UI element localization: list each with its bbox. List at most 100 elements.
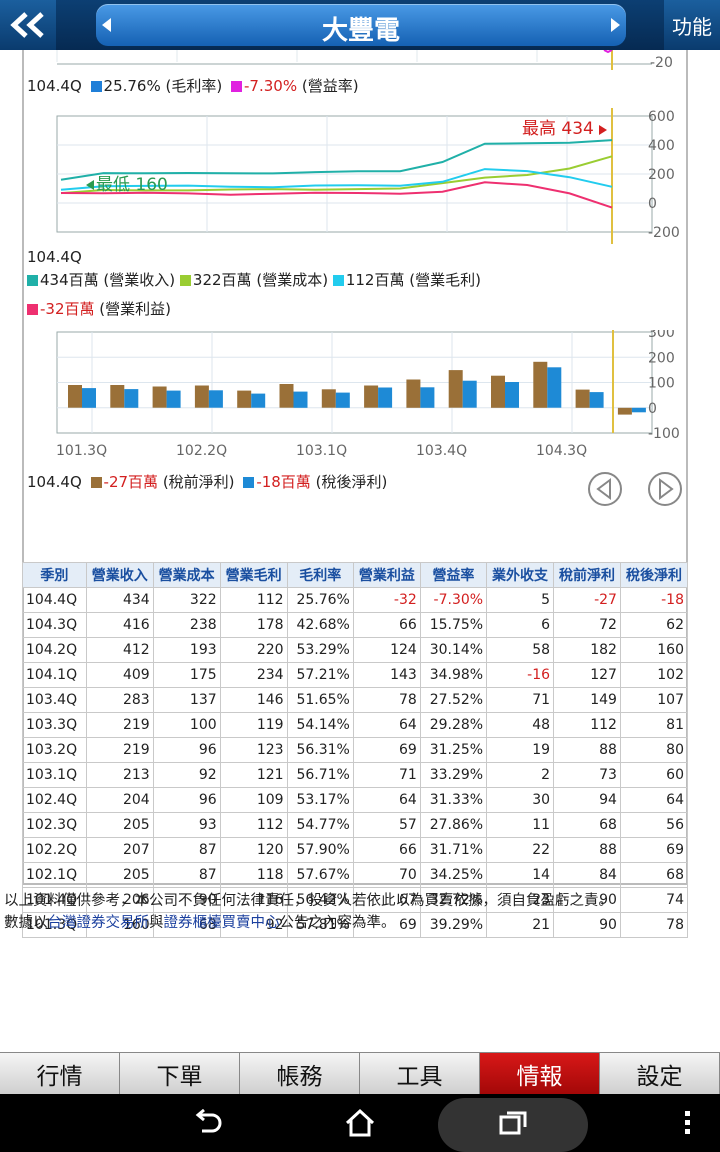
table-cell: 72 <box>553 612 621 638</box>
tab-4[interactable]: 情報 <box>480 1052 600 1094</box>
chart3-y-tick: 100 <box>648 376 675 392</box>
table-cell: 102.3Q <box>22 812 87 838</box>
table-cell: 66 <box>352 612 421 638</box>
pretax-label: (稅前淨利) <box>162 473 235 491</box>
table-cell: 60 <box>619 762 689 788</box>
tpex-link[interactable]: 證券櫃檯買賣中心 <box>163 915 280 931</box>
column-header[interactable]: 毛利率 <box>286 562 354 588</box>
table-cell: 69 <box>619 837 689 863</box>
table-cell: 66 <box>352 837 421 863</box>
column-header[interactable]: 營業收入 <box>85 562 154 588</box>
column-header[interactable]: 營益率 <box>419 562 488 588</box>
table-cell: 88 <box>553 737 621 763</box>
tab-0[interactable]: 行情 <box>0 1052 120 1094</box>
table-cell: 58 <box>486 637 555 663</box>
table-cell: 31.25% <box>419 737 488 763</box>
column-header[interactable]: 營業毛利 <box>219 562 288 588</box>
table-cell: 2 <box>486 762 555 788</box>
table-cell: 103.1Q <box>22 762 87 788</box>
table-row[interactable]: 104.1Q 409 175 234 57.21% 143 34.98% -16 127 102 <box>22 662 689 688</box>
chart3-legend: 104.4Q -27百萬 (稅前淨利) -18百萬 (稅後淨利) <box>27 471 387 492</box>
prev-page-button[interactable] <box>587 471 623 507</box>
function-button[interactable]: 功能 <box>664 0 720 50</box>
table-row[interactable]: 103.3Q 219 100 119 54.14% 64 29.28% 48 112 81 <box>22 712 689 738</box>
op-margin-label: (營益率) <box>301 77 359 95</box>
back-button[interactable] <box>0 0 56 50</box>
chart2-y-tick: 200 <box>648 167 675 183</box>
disclaimer-mid: 與 <box>149 915 164 931</box>
twse-link[interactable]: 台灣證券交易所 <box>47 915 150 931</box>
table-cell: 6 <box>486 612 555 638</box>
table-cell: 69 <box>352 737 421 763</box>
tab-5[interactable]: 設定 <box>600 1052 720 1094</box>
opinc-swatch <box>27 304 38 315</box>
table-cell: 81 <box>619 712 689 738</box>
column-header[interactable]: 營業成本 <box>152 562 221 588</box>
table-row[interactable]: 103.2Q 219 96 123 56.31% 69 31.25% 19 88 80 <box>22 737 689 763</box>
table-cell: 56.31% <box>286 737 354 763</box>
table-row[interactable]: 103.4Q 283 137 146 51.65% 78 27.52% 71 149 107 <box>22 687 689 713</box>
tab-1[interactable]: 下單 <box>120 1052 240 1094</box>
revenue-label: (營業收入) <box>103 271 176 289</box>
table-row[interactable]: 101.3Q 160 68 92 57.81% 69 39.29% 21 90 78 <box>22 912 689 938</box>
disclaimer: 以上資料僅供參考，本公司不負任何法律責任，投資人若依此以為買賣依據，須自負盈虧之… <box>4 890 718 934</box>
bar-aftertax <box>293 391 308 408</box>
table-row[interactable]: 101.4Q 206 90 116 56.42% 67 32.72% 23 90 74 <box>22 887 689 913</box>
table-row[interactable]: 102.3Q 205 93 112 54.77% 57 27.86% 11 68 56 <box>22 812 689 838</box>
nav-recent-button[interactable] <box>485 1094 541 1152</box>
table-cell: 19 <box>486 737 555 763</box>
next-page-button[interactable] <box>647 471 683 507</box>
aftertax-label: (稅後淨利) <box>315 473 388 491</box>
table-row[interactable]: 104.3Q 416 238 178 42.68% 66 15.75% 6 72 62 <box>22 612 689 638</box>
nav-back-button[interactable] <box>180 1094 236 1152</box>
column-header[interactable]: 稅前淨利 <box>553 562 621 588</box>
column-header[interactable]: 業外收支 <box>486 562 555 588</box>
table-cell: 80 <box>619 737 689 763</box>
bar-pretax <box>533 361 548 408</box>
bar-pretax <box>152 386 167 408</box>
table-cell: 57 <box>352 812 421 838</box>
table-row[interactable]: 102.4Q 204 96 109 53.17% 64 31.33% 30 94 64 <box>22 787 689 813</box>
chart3-x-tick: 101.3Q <box>56 443 107 459</box>
table-cell: 322 <box>152 587 221 613</box>
tab-2[interactable]: 帳務 <box>240 1052 360 1094</box>
table-cell: 103.4Q <box>22 687 87 713</box>
bar-aftertax <box>208 390 223 408</box>
table-row[interactable]: 102.1Q 205 87 118 57.67% 70 34.25% 14 84 68 <box>22 862 689 888</box>
bar-aftertax <box>124 389 139 408</box>
prev-stock-arrow-icon[interactable] <box>102 18 111 32</box>
column-header[interactable]: 稅後淨利 <box>619 562 689 588</box>
table-cell: 104.2Q <box>22 637 87 663</box>
table-cell: 220 <box>219 637 288 663</box>
chart3-y-tick: -100 <box>648 426 680 442</box>
tab-3[interactable]: 工具 <box>360 1052 480 1094</box>
chart2-y-tick: 600 <box>648 109 675 125</box>
table-cell: 121 <box>219 762 288 788</box>
series-line-3 <box>60 168 613 191</box>
table-row[interactable]: 104.2Q 412 193 220 53.29% 124 30.14% 58 182 160 <box>22 637 689 663</box>
nav-menu-button[interactable] <box>670 1094 706 1152</box>
column-header[interactable]: 季別 <box>22 562 87 588</box>
bar-aftertax <box>82 388 96 408</box>
table-cell: 31.33% <box>419 787 488 813</box>
table-cell: 71 <box>352 762 421 788</box>
table-cell: 57.81% <box>286 912 354 938</box>
table-row[interactable]: 103.1Q 213 92 121 56.71% 71 33.29% 2 73 60 <box>22 762 689 788</box>
financial-table: 季別 營業收入 營業成本 營業毛利 毛利率 營業利益 營益率 業外收支 稅前淨利 稅後淨利 104… <box>22 562 689 938</box>
table-cell: 62 <box>619 612 689 638</box>
table-cell: 5 <box>486 587 555 613</box>
nav-home-button[interactable] <box>332 1094 388 1152</box>
bar-aftertax <box>631 407 646 413</box>
table-row[interactable]: 102.2Q 207 87 120 57.90% 66 31.71% 22 88 69 <box>22 837 689 863</box>
table-cell: 120 <box>219 837 288 863</box>
table-cell: 56.71% <box>286 762 354 788</box>
chart3-x-tick: 103.4Q <box>416 443 467 459</box>
pretax-swatch <box>90 477 102 488</box>
chart3-period: 104.4Q <box>27 473 82 491</box>
table-row[interactable]: 104.4Q 434 322 112 25.76% -32 -7.30% 5 -27 -18 <box>22 587 689 613</box>
table-cell: 14 <box>486 862 555 888</box>
column-header[interactable]: 營業利益 <box>352 562 421 588</box>
chart3-x-tick: 103.1Q <box>296 443 347 459</box>
content-area[interactable]: -20 104.4Q 25.76% (毛利率) -7.30% (營益率) 600… <box>0 50 720 1052</box>
next-stock-arrow-icon[interactable] <box>611 18 620 32</box>
